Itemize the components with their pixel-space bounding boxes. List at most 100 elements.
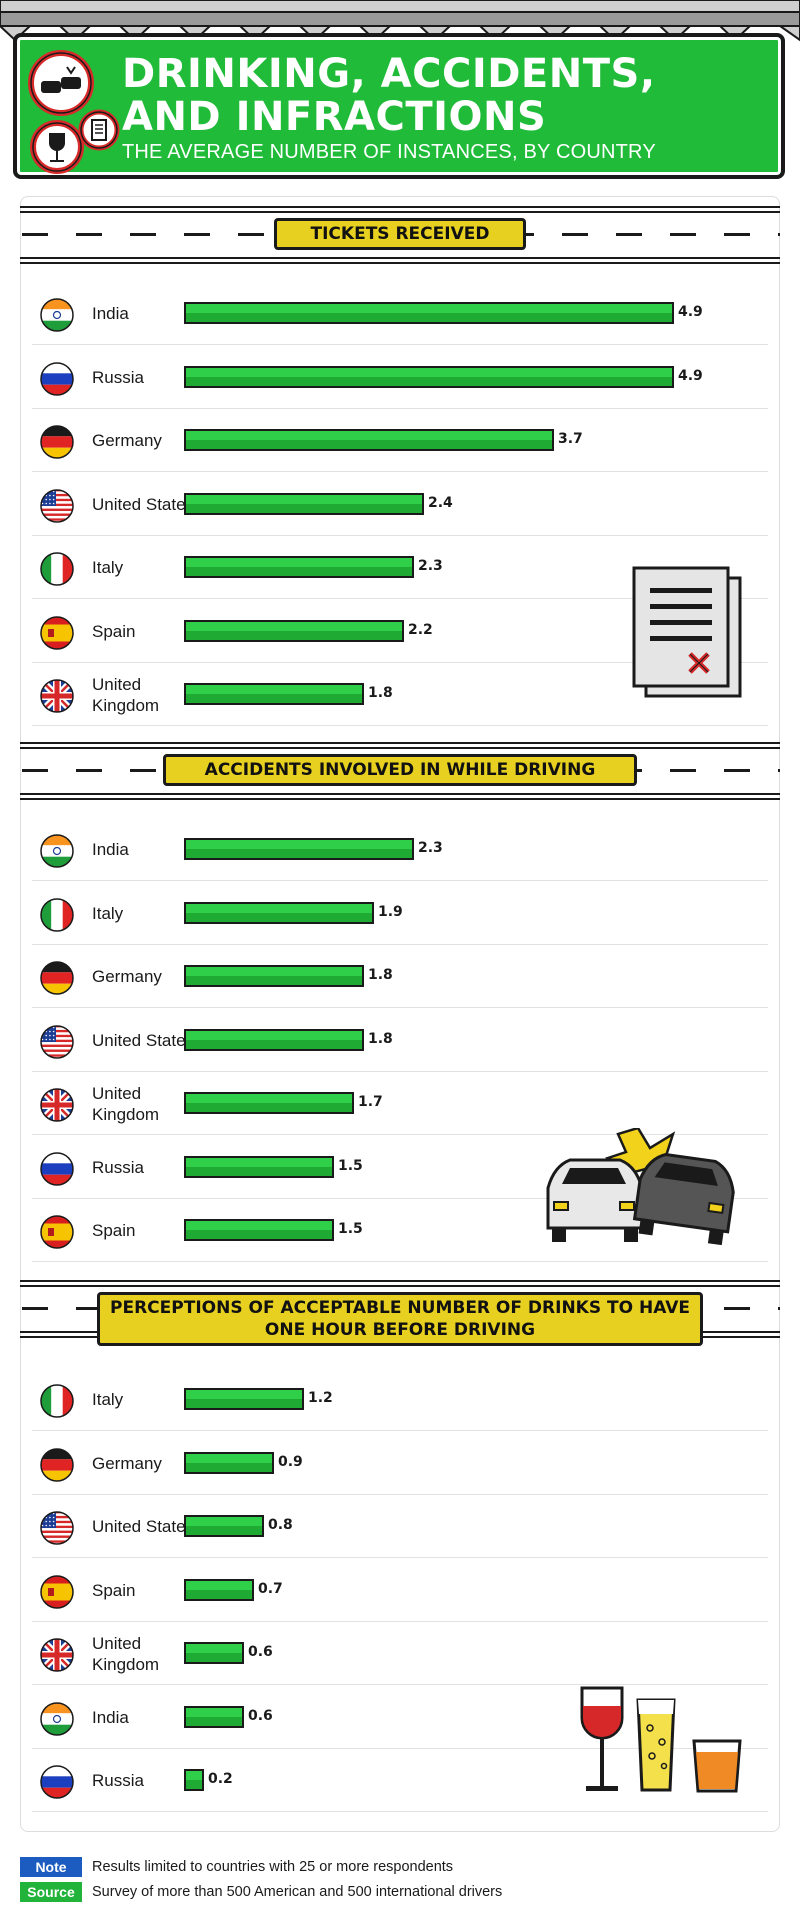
russia-flag-icon: [40, 1151, 74, 1186]
value-label: 0.9: [278, 1453, 303, 1470]
country-label: Italy: [92, 558, 124, 577]
value-label: 2.4: [428, 494, 453, 511]
spain-flag-icon: [40, 1574, 74, 1609]
page-subtitle: THE AVERAGE NUMBER OF INSTANCES, BY COUN…: [122, 141, 656, 163]
chart-row: United Kingdom 1.8: [32, 663, 768, 726]
value-label: 1.9: [378, 903, 403, 920]
page-title: DRINKING, ACCIDENTS, AND INFRACTIONS: [122, 53, 656, 139]
uk-flag-icon: [40, 1088, 74, 1122]
value-label: 1.5: [338, 1157, 363, 1174]
chart-row: United Kingdom 1.7: [32, 1072, 768, 1135]
bar: [184, 492, 424, 515]
source-tag: Source: [20, 1882, 82, 1902]
bar: [184, 1388, 304, 1410]
bar: [184, 683, 364, 705]
chart-row: India 4.9: [32, 282, 768, 345]
uk-flag-icon: [40, 1638, 74, 1672]
chart-row: Spain 2.2: [32, 600, 768, 663]
chart-row: Italy 1.9: [32, 882, 768, 945]
bar: [184, 1578, 254, 1601]
chart-row: Germany 0.9: [32, 1432, 768, 1495]
section-title: ACCIDENTS INVOLVED IN WHILE DRIVING: [163, 754, 637, 786]
note-tag: Note: [20, 1857, 82, 1877]
bar: [184, 302, 674, 324]
bar: [184, 365, 674, 388]
bar: [184, 1642, 244, 1664]
chart-row: Italy 2.3: [32, 536, 768, 599]
value-label: 1.8: [368, 685, 393, 701]
value-label: 1.8: [368, 967, 393, 983]
value-label: 0.7: [258, 1580, 283, 1597]
spain-flag-icon: [40, 1215, 74, 1249]
chart-row: United States 0.8: [32, 1495, 768, 1558]
bar: [184, 1515, 264, 1537]
bar: [184, 965, 364, 987]
chart-row: India 2.3: [32, 818, 768, 881]
country-label: Germany: [92, 967, 162, 986]
value-label: 1.7: [358, 1094, 383, 1110]
chart-row: India 0.6: [32, 1686, 768, 1749]
country-label: India: [92, 1707, 129, 1727]
bar: [184, 1451, 274, 1474]
germany-flag-icon: [40, 961, 74, 995]
section-title: TICKETS RECEIVED: [274, 218, 526, 250]
value-label: 0.6: [248, 1707, 273, 1724]
usa-flag-icon: [40, 1024, 74, 1059]
country-label: Italy: [92, 1390, 124, 1409]
country-label: Russia: [92, 1157, 144, 1177]
russia-flag-icon: [40, 361, 74, 396]
chart-card: [20, 196, 780, 1832]
india-flag-icon: [40, 1701, 74, 1736]
ticket-icon: [78, 109, 120, 151]
country-label: United States: [92, 1517, 195, 1536]
country-label: Germany: [92, 431, 162, 450]
section-title: PERCEPTIONS OF ACCEPTABLE NUMBER OF DRIN…: [97, 1292, 703, 1346]
chart-row: United Kingdom 0.6: [32, 1622, 768, 1685]
bar: [184, 1092, 354, 1114]
country-label: Russia: [92, 1771, 144, 1790]
drinks-icon: [580, 1686, 742, 1793]
country-label: United Kingdom: [92, 1083, 160, 1124]
value-label: 1.8: [368, 1030, 393, 1047]
wine-glass-icon: [30, 120, 84, 174]
value-label: 1.2: [308, 1390, 333, 1406]
chart-row: Italy 1.2: [32, 1368, 768, 1431]
value-label: 4.9: [678, 304, 703, 320]
chart-row: Russia 4.9: [32, 346, 768, 409]
italy-flag-icon: [40, 897, 74, 932]
usa-flag-icon: [40, 488, 74, 523]
car-crash-icon: [546, 1128, 735, 1246]
india-flag-icon: [40, 298, 74, 332]
chart-row: United States 2.4: [32, 473, 768, 536]
country-label: Germany: [92, 1453, 162, 1473]
spain-flag-icon: [40, 615, 74, 650]
chart-row: Spain 1.5: [32, 1199, 768, 1262]
country-label: Russia: [92, 367, 144, 387]
value-label: 4.9: [678, 367, 703, 384]
bar: [184, 619, 404, 642]
germany-flag-icon: [40, 425, 74, 459]
country-label: Spain: [92, 1221, 136, 1240]
bar: [184, 1705, 244, 1728]
title-line-2: AND INFRACTIONS: [122, 94, 547, 140]
bar: [184, 429, 554, 451]
bar: [184, 556, 414, 578]
chart-row: Russia 1.5: [32, 1136, 768, 1199]
value-label: 0.8: [268, 1517, 293, 1533]
car-crash-icon: [28, 50, 94, 116]
header-icons: [28, 50, 120, 174]
italy-flag-icon: [40, 552, 74, 586]
italy-flag-icon: [40, 1384, 74, 1418]
country-label: India: [92, 840, 129, 859]
country-label: Spain: [92, 1580, 136, 1600]
country-label: Spain: [92, 621, 136, 641]
country-label: United Kingdom: [92, 1633, 160, 1674]
russia-flag-icon: [40, 1765, 74, 1799]
value-label: 1.5: [338, 1221, 363, 1237]
country-label: India: [92, 304, 129, 323]
chart-row: United States 1.8: [32, 1009, 768, 1072]
usa-flag-icon: [40, 1511, 74, 1545]
value-label: 0.2: [208, 1771, 233, 1787]
bar: [184, 1769, 204, 1791]
bar: [184, 1219, 334, 1241]
